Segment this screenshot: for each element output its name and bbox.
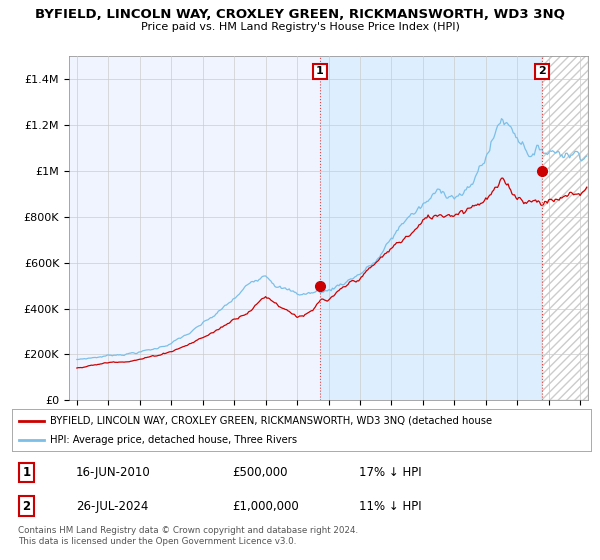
Text: 1: 1 bbox=[22, 466, 31, 479]
Text: 11% ↓ HPI: 11% ↓ HPI bbox=[359, 500, 422, 512]
Bar bbox=[320, 56, 542, 400]
Text: Price paid vs. HM Land Registry's House Price Index (HPI): Price paid vs. HM Land Registry's House … bbox=[140, 22, 460, 32]
Text: £1,000,000: £1,000,000 bbox=[232, 500, 299, 512]
Text: BYFIELD, LINCOLN WAY, CROXLEY GREEN, RICKMANSWORTH, WD3 3NQ: BYFIELD, LINCOLN WAY, CROXLEY GREEN, RIC… bbox=[35, 8, 565, 21]
Text: £500,000: £500,000 bbox=[232, 466, 287, 479]
Bar bbox=[542, 56, 588, 400]
Text: 2: 2 bbox=[538, 66, 546, 76]
Text: 26-JUL-2024: 26-JUL-2024 bbox=[76, 500, 148, 512]
Text: 2: 2 bbox=[22, 500, 31, 512]
Text: HPI: Average price, detached house, Three Rivers: HPI: Average price, detached house, Thre… bbox=[50, 435, 297, 445]
Text: 16-JUN-2010: 16-JUN-2010 bbox=[76, 466, 151, 479]
Text: 17% ↓ HPI: 17% ↓ HPI bbox=[359, 466, 422, 479]
Text: Contains HM Land Registry data © Crown copyright and database right 2024.
This d: Contains HM Land Registry data © Crown c… bbox=[18, 526, 358, 546]
Text: BYFIELD, LINCOLN WAY, CROXLEY GREEN, RICKMANSWORTH, WD3 3NQ (detached house: BYFIELD, LINCOLN WAY, CROXLEY GREEN, RIC… bbox=[50, 416, 492, 426]
Text: 1: 1 bbox=[316, 66, 324, 76]
